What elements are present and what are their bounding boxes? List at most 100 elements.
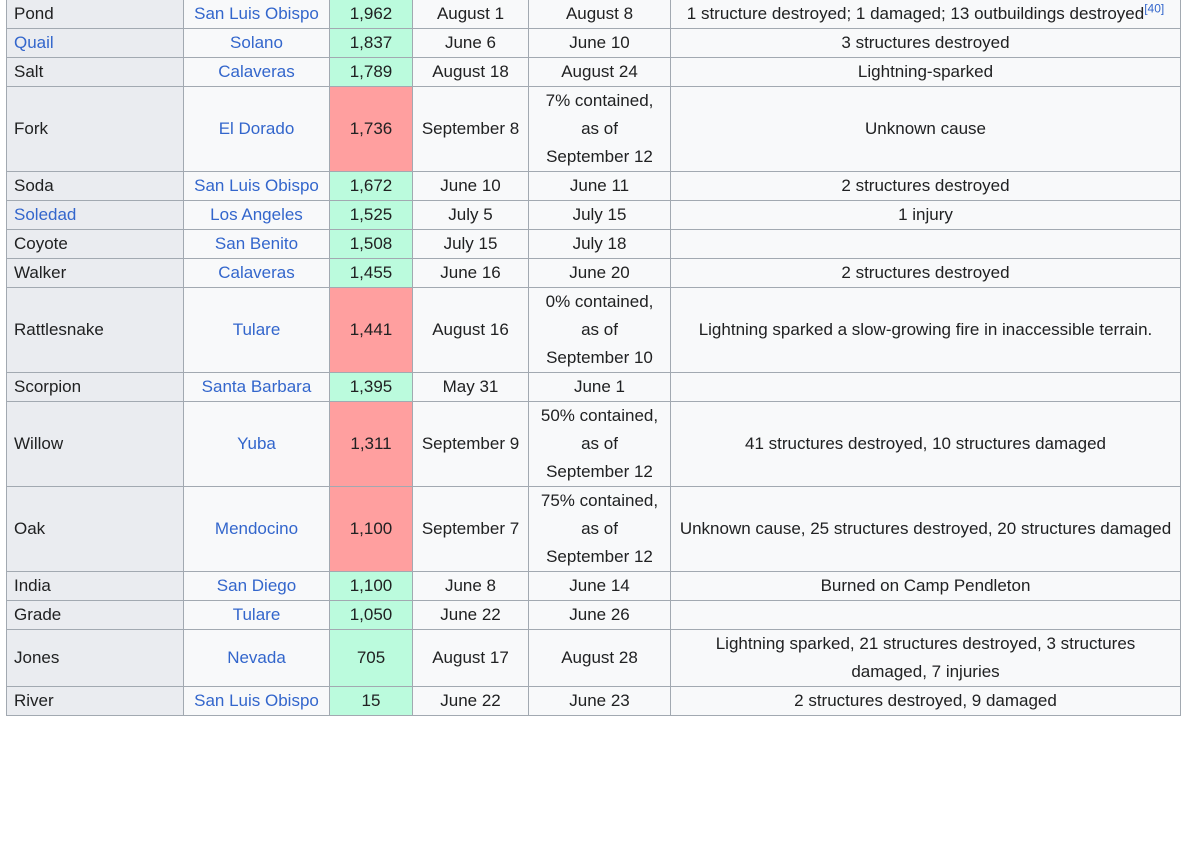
notes-cell: 2 structures destroyed — [670, 258, 1181, 288]
notes-text: Lightning-sparked — [857, 62, 994, 81]
acres-cell-contained: 1,050 — [329, 600, 413, 630]
start-date-cell: June 16 — [412, 258, 529, 288]
notes-cell: Lightning sparked a slow-growing fire in… — [670, 287, 1181, 373]
table-row: Scorpion Santa Barbara 1,395 May 31 June 1 — [6, 372, 1181, 402]
containment-cell: 7% contained, as of September 12 — [528, 86, 671, 172]
county-cell: Mendocino — [183, 486, 330, 572]
county-link[interactable]: San Diego — [216, 576, 297, 595]
containment-cell: June 10 — [528, 28, 671, 58]
table-row: Soda San Luis Obispo 1,672 June 10 June 11 2 … — [6, 171, 1181, 201]
acres-cell-contained: 1,672 — [329, 171, 413, 201]
fire-name: River — [14, 691, 54, 710]
containment-line: as of — [581, 434, 618, 453]
containment-line: September 12 — [546, 462, 653, 481]
fire-name: Soda — [14, 176, 54, 195]
county-link[interactable]: Nevada — [227, 648, 286, 667]
county-link[interactable]: Santa Barbara — [201, 377, 312, 396]
notes-cell: 2 structures destroyed, 9 damaged — [670, 686, 1181, 716]
county-link[interactable]: San Benito — [214, 234, 299, 253]
containment-cell: June 26 — [528, 600, 671, 630]
notes-cell: 1 injury — [670, 200, 1181, 230]
containment-line: June 23 — [569, 691, 630, 710]
containment-line: June 20 — [569, 263, 630, 282]
fire-name: Oak — [14, 519, 46, 538]
county-link[interactable]: Los Angeles — [210, 205, 303, 224]
fire-name-cell: India — [6, 571, 184, 601]
table-row: Coyote San Benito 1,508 July 15 July 18 — [6, 229, 1181, 259]
start-date-cell: September 9 — [412, 401, 529, 487]
containment-cell: June 20 — [528, 258, 671, 288]
county-cell: El Dorado — [183, 86, 330, 172]
containment-cell: August 28 — [528, 629, 671, 687]
containment-cell: 50% contained, as of September 12 — [528, 401, 671, 487]
county-link[interactable]: Solano — [230, 33, 283, 52]
county-link[interactable]: Mendocino — [214, 519, 299, 538]
notes-text: Unknown cause — [865, 119, 986, 138]
notes-cell — [670, 372, 1181, 402]
acres-cell-contained: 1,789 — [329, 57, 413, 87]
county-link[interactable]: San Luis Obispo — [194, 4, 319, 23]
start-date-cell: August 16 — [412, 287, 529, 373]
county-link[interactable]: Calaveras — [218, 62, 295, 81]
table-row: River San Luis Obispo 15 June 22 June 23 2 st… — [6, 686, 1181, 716]
containment-cell: July 18 — [528, 229, 671, 259]
start-date-cell: June 8 — [412, 571, 529, 601]
start-date-cell: June 22 — [412, 600, 529, 630]
fire-name-cell: Quail — [6, 28, 184, 58]
county-link[interactable]: San Luis Obispo — [194, 691, 319, 710]
fire-name: Grade — [14, 605, 62, 624]
containment-line: July 15 — [572, 205, 627, 224]
containment-line: 50% contained, — [540, 406, 659, 425]
fire-name-cell: Grade — [6, 600, 184, 630]
table-row: Rattlesnake Tulare 1,441 August 16 0% contai… — [6, 287, 1181, 373]
fire-name: Scorpion — [14, 377, 82, 396]
fire-name: Willow — [14, 434, 64, 453]
fire-name-link[interactable]: Quail — [14, 33, 54, 52]
table-row: Salt Calaveras 1,789 August 18 August 24 Ligh… — [6, 57, 1181, 87]
containment-line: September 10 — [546, 348, 653, 367]
table-row: Fork El Dorado 1,736 September 8 7% containe… — [6, 86, 1181, 172]
start-date-cell: May 31 — [412, 372, 529, 402]
table-row: Oak Mendocino 1,100 September 7 75% containe… — [6, 486, 1181, 572]
county-link[interactable]: El Dorado — [218, 119, 295, 138]
acres-cell-contained: 1,962 — [329, 0, 413, 29]
wildfire-table: Pond San Luis Obispo 1,962 August 1 August 8… — [6, 0, 1181, 716]
fire-name-cell: Scorpion — [6, 372, 184, 402]
notes-text: 2 structures destroyed, 9 damaged — [794, 691, 1057, 710]
fire-name: India — [14, 576, 51, 595]
table-row: Soledad Los Angeles 1,525 July 5 July 15 1 in… — [6, 200, 1181, 230]
notes-text: Lightning sparked, 21 structures destroy… — [715, 634, 1136, 681]
fire-name-cell: Rattlesnake — [6, 287, 184, 373]
start-date-cell: July 5 — [412, 200, 529, 230]
fire-name: Rattlesnake — [14, 320, 104, 339]
county-link[interactable]: Tulare — [232, 320, 281, 339]
fire-name-cell: Oak — [6, 486, 184, 572]
fire-name-cell: Pond — [6, 0, 184, 29]
county-link[interactable]: San Luis Obispo — [194, 176, 319, 195]
county-link[interactable]: Yuba — [237, 434, 276, 453]
county-link[interactable]: Calaveras — [218, 263, 295, 282]
fire-name-cell: Jones — [6, 629, 184, 687]
fire-name: Jones — [14, 648, 60, 667]
fire-name: Fork — [14, 119, 48, 138]
reference-link[interactable]: [40] — [1144, 1, 1165, 16]
fire-name-cell: Coyote — [6, 229, 184, 259]
notes-cell: Unknown cause, 25 structures destroyed, … — [670, 486, 1181, 572]
county-cell: Yuba — [183, 401, 330, 487]
containment-cell: June 23 — [528, 686, 671, 716]
containment-line: August 24 — [561, 62, 638, 81]
fire-name-link[interactable]: Soledad — [14, 205, 77, 224]
county-cell: San Luis Obispo — [183, 0, 330, 29]
acres-cell-contained: 1,395 — [329, 372, 413, 402]
county-link[interactable]: Tulare — [232, 605, 281, 624]
county-cell: Solano — [183, 28, 330, 58]
start-date-cell: August 18 — [412, 57, 529, 87]
acres-cell-contained: 1,525 — [329, 200, 413, 230]
fire-name-cell: Walker — [6, 258, 184, 288]
containment-line: 7% contained, — [545, 91, 654, 110]
containment-line: June 1 — [573, 377, 626, 396]
containment-line: June 26 — [569, 605, 630, 624]
fire-name-cell: Fork — [6, 86, 184, 172]
containment-cell: 75% contained, as of September 12 — [528, 486, 671, 572]
containment-line: as of — [581, 519, 618, 538]
